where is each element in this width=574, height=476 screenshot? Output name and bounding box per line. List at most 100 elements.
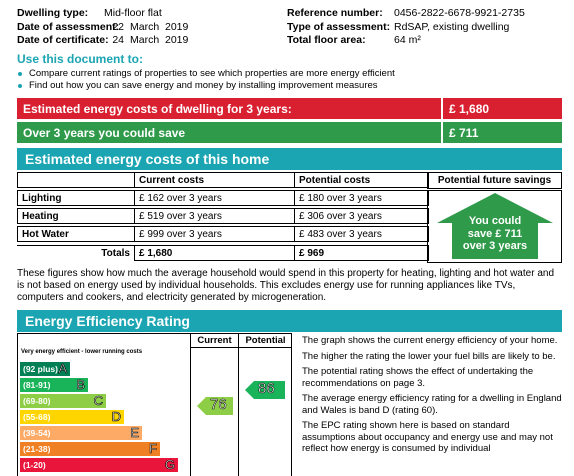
explanation-paragraph: The higher the rating the lower your fue… [302,350,556,362]
future-savings-line-3: over 3 years [462,240,528,252]
assessment-type-value: RdSAP, existing dwelling [394,20,510,33]
estimated-costs-bar: Estimated energy costs of dwelling for 3… [17,98,562,119]
totals-potential: £ 969 [294,245,429,261]
future-savings-line-1: You could [468,215,522,227]
use-document-title: Use this document to: [17,52,144,66]
date-assessment-label: Date of assessment: [17,20,120,33]
potential-arrow-icon [245,381,285,399]
costs-table-header: Current costs Potential costs [17,172,429,188]
info-left-column: Dwelling type: Mid-floor flat Date of as… [17,7,188,48]
costs-table: Current costs Potential costs Potential … [17,172,562,263]
floor-area-row: Total floor area: 64 m² [287,34,525,48]
estimated-costs-label: Estimated energy costs of dwelling for 3… [23,102,292,116]
future-savings-text: You could save £ 711 over 3 years [445,215,545,253]
hot-water-current: £ 999 over 3 years [134,226,295,242]
dwelling-type-value: Mid-floor flat [104,7,162,19]
lighting-current: £ 162 over 3 years [134,190,295,206]
potential-rating-value: 86 [258,380,275,398]
current-arrow-icon [197,397,233,415]
band-range: (55-68) [23,412,51,422]
savings-label: Over 3 years you could save [23,126,186,140]
efficiency-explanation: The graph shows the current energy effic… [302,335,562,459]
band-range: (81-91) [23,380,51,390]
efficiency-section-heading: Energy Efficiency Rating [17,310,562,332]
reference-value: 0456-2822-6678-9921-2735 [394,7,525,19]
band-letter: C [93,393,103,409]
header-potential-costs: Potential costs [294,172,429,188]
chart-divider [238,348,239,476]
hot-water-potential: £ 483 over 3 years [294,226,429,242]
savings-arrow-icon [437,193,553,259]
explanation-paragraph: The EPC rating shown here is based on st… [302,420,553,454]
band-letter: A [58,361,67,377]
bullet-item: Find out how you can save energy and mon… [17,80,395,92]
explanation-paragraph: The average energy efficiency rating for… [302,393,562,416]
date-assessment-row: Date of assessment: 22 March 2019 [17,21,188,35]
costs-note: These figures show how much the average … [17,268,555,303]
totals-label: Totals [17,245,135,261]
band-range: (92 plus) [23,364,58,374]
chart-frame [17,333,292,476]
band-b: (81-91) B [20,377,88,393]
savings-value: £ 711 [441,122,562,143]
current-rating-value: 76 [210,396,227,414]
band-e: (39-54) E [20,425,142,441]
assessment-type-label: Type of assessment: [287,20,391,33]
future-savings-cell [427,190,562,263]
table-row: Lighting £ 162 over 3 years £ 180 over 3… [17,190,429,206]
band-d: (55-68) D [20,409,124,425]
very-efficient-note: Very energy efficient - lower running co… [21,349,143,355]
date-certificate-day: 24 [112,34,124,46]
costs-section-heading: Estimated energy costs of this home [17,148,562,170]
chart-potential-header: Potential [238,333,292,348]
assessment-type-row: Type of assessment: RdSAP, existing dwel… [287,21,525,35]
band-range: (39-54) [23,428,51,438]
estimated-costs-value: £ 1,680 [441,98,562,119]
heating-current: £ 519 over 3 years [134,208,295,224]
totals-current: £ 1,680 [134,245,295,261]
reference-row: Reference number: 0456-2822-6678-9921-27… [287,7,525,21]
band-letter: D [111,409,121,425]
row-label-hot-water: Hot Water [17,226,135,242]
bullet-item: Compare current ratings of properties to… [17,68,395,80]
date-certificate-label: Date of certificate: [17,34,109,46]
header-blank-cell [17,172,135,188]
reference-label: Reference number: [287,7,383,19]
floor-area-label: Total floor area: [287,34,366,46]
row-label-heating: Heating [17,208,135,224]
band-letter: E [130,425,139,441]
future-savings-line-2: save £ 711 [467,227,523,240]
use-document-bullets: Compare current ratings of properties to… [17,68,395,92]
band-g: (1-20) G [20,457,178,473]
header-future-savings: Potential future savings [427,172,562,189]
band-range: (1-20) [23,460,46,470]
savings-bar: Over 3 years you could save £ 711 [17,122,562,143]
efficiency-chart: Current Potential Very energy efficient … [17,333,292,476]
band-letter: F [149,441,158,457]
band-range: (69-80) [23,396,51,406]
band-letter: G [164,457,176,473]
band-range: (21-38) [23,444,51,454]
dwelling-type-label: Dwelling type: [17,7,89,19]
table-row: Hot Water £ 999 over 3 years £ 483 over … [17,226,429,242]
date-certificate-row: Date of certificate: 24 March 2019 [17,34,188,48]
heating-potential: £ 306 over 3 years [294,208,429,224]
header-current-costs: Current costs [134,172,295,188]
date-assessment-day: 22 [112,20,124,33]
row-label-lighting: Lighting [17,190,135,206]
band-c: (69-80) C [20,393,106,409]
info-right-column: Reference number: 0456-2822-6678-9921-27… [287,7,525,48]
chart-divider [190,348,191,476]
chart-current-header: Current [190,333,238,348]
date-certificate-month-year: March 2019 [130,34,189,46]
dwelling-type-row: Dwelling type: Mid-floor flat [17,7,188,21]
explanation-paragraph: The potential rating shows the effect of… [302,366,534,389]
floor-area-value: 64 m² [394,34,421,46]
totals-row: Totals £ 1,680 £ 969 [17,245,429,261]
band-a: (92 plus) A [20,361,70,377]
band-f: (21-38) F [20,441,160,457]
lighting-potential: £ 180 over 3 years [294,190,429,206]
explanation-paragraph: The graph shows the current energy effic… [302,335,558,346]
band-letter: B [76,377,85,393]
table-row: Heating £ 519 over 3 years £ 306 over 3 … [17,208,429,224]
